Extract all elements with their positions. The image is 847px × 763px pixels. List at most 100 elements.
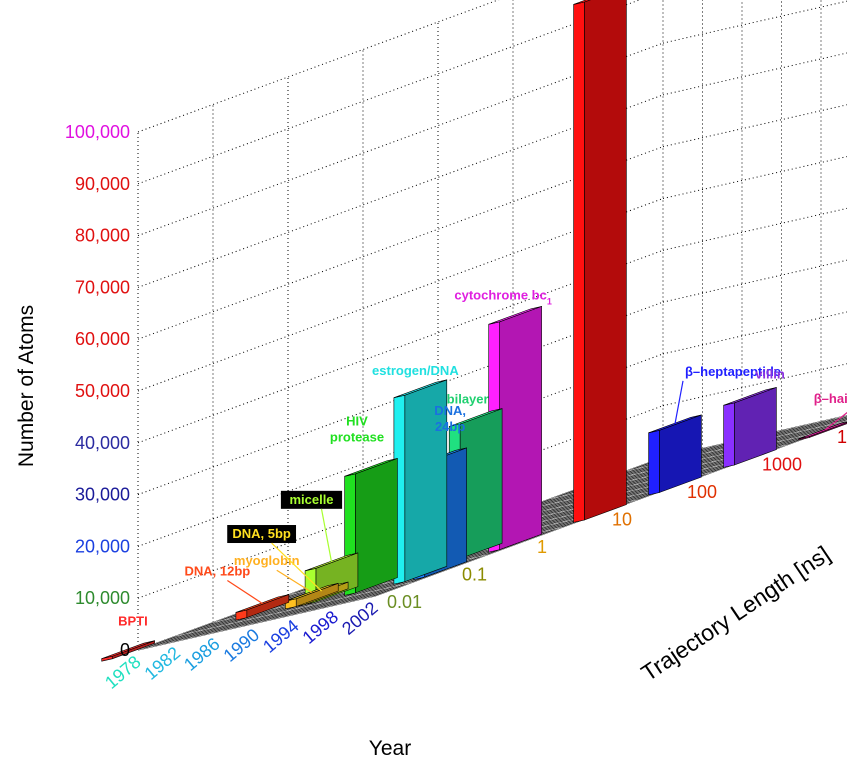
- x-tick-label: 1994: [259, 616, 303, 657]
- bar-side: [499, 305, 542, 551]
- label-leader: [824, 411, 847, 431]
- label-leader: [271, 542, 323, 592]
- z-tick-label: 10000: [837, 427, 847, 447]
- z-axis-label: Trajectory Length [ns]: [636, 541, 834, 686]
- bar-label-text: HIV: [346, 413, 368, 428]
- x-tick-label: 1998: [299, 607, 343, 648]
- bar-label-2: myoglobin: [234, 553, 313, 593]
- bar-label-13: β–hairpin: [814, 391, 847, 431]
- label-bg: [280, 490, 343, 509]
- label-leader: [674, 380, 684, 424]
- wall-gridline: [662, 311, 847, 355]
- z-tick-label: 1000: [762, 455, 802, 475]
- bar-top: [304, 552, 359, 572]
- y-tick-label: 100,000: [65, 122, 130, 142]
- bar-label-8: DNA,24bp: [434, 403, 466, 434]
- bar-top: [285, 583, 339, 602]
- y-tick-label: 30,000: [75, 485, 130, 505]
- bar-top: [449, 408, 503, 427]
- bar-myoglobin: [284, 582, 339, 610]
- tick-labels: 0 10,000 20,000 30,000 40,000 50,000 60,000 70,…: [65, 122, 847, 693]
- z-tick-label: 10: [612, 510, 632, 530]
- bars: [101, 0, 847, 662]
- z-tick-label: 100: [687, 482, 717, 502]
- bar-label-text: 24bp: [435, 419, 465, 434]
- bar-top: [573, 0, 591, 5]
- bar-label-4: micelle: [280, 490, 343, 562]
- bar-label-7: estrogen/DNA: [372, 363, 459, 378]
- wall-gridline: [662, 363, 847, 407]
- y-tick-label: 0: [120, 640, 130, 660]
- bar-bpti: [101, 640, 155, 662]
- x-tick-label: 2002: [338, 598, 382, 639]
- y-tick-label: 80,000: [75, 226, 130, 246]
- wall-gridline: [662, 104, 847, 148]
- wall-gridline: [662, 52, 847, 96]
- z-tick-label: 0.01: [387, 592, 422, 612]
- bar-top: [488, 306, 542, 325]
- bar-top: [344, 458, 398, 477]
- bar-label-text: myoglobin: [234, 553, 300, 568]
- bar-top: [648, 414, 702, 434]
- bar-aquaporin-glpf: [573, 0, 627, 523]
- bar-label-text: BPTI: [118, 614, 148, 629]
- bar-label-text: β–hairpin: [814, 391, 847, 406]
- wall-gridline: [662, 0, 847, 44]
- bar-label-3: DNA, 5bp: [227, 525, 323, 592]
- floor-gridline: [587, 430, 826, 486]
- bar-label-text: villin: [755, 366, 785, 381]
- bar-top: [101, 640, 155, 659]
- y-axis-label: Number of Atoms: [15, 305, 38, 467]
- bar-label-6: bilayer: [447, 392, 489, 407]
- bar-label-text: estrogen/DNA: [372, 363, 459, 378]
- floor-gridline: [662, 415, 847, 458]
- y-tick-label: 90,000: [75, 174, 130, 194]
- wall-gridline: [662, 259, 847, 303]
- bar-top: [723, 387, 777, 406]
- label-leader: [276, 569, 313, 593]
- bar-label-1: DNA, 12bp: [185, 563, 263, 604]
- floor-gridline: [137, 595, 376, 651]
- bar-front: [648, 429, 660, 496]
- bar-label-text: protease: [330, 429, 384, 444]
- bar-side: [584, 0, 627, 521]
- bar-label-text: bilayer: [447, 392, 489, 407]
- bar--heptapeptide: [648, 414, 702, 496]
- bar-label-12: villin: [755, 366, 785, 381]
- wall-gridline: [662, 207, 847, 251]
- y-tick-label: 20,000: [75, 536, 130, 556]
- x-axis-label: Year: [369, 737, 411, 760]
- bar-label-text: β–heptapeptide: [685, 364, 781, 379]
- bar-label-text: micelle: [289, 492, 333, 507]
- y-tick-label: 60,000: [75, 329, 130, 349]
- bar-label-text: cytochrome bc1: [454, 287, 552, 306]
- bar-label-9: cytochrome bc1: [454, 287, 552, 306]
- bar-side: [355, 457, 398, 594]
- bar-front: [573, 1, 585, 523]
- bar-villin: [723, 386, 777, 468]
- wall-gridline: [662, 156, 847, 199]
- x-tick-label: 1990: [220, 625, 264, 666]
- floor-gridline: [175, 582, 413, 637]
- y-tick-label: 70,000: [75, 277, 130, 297]
- label-bg: [227, 525, 297, 544]
- bar-estrogen-dna: [393, 379, 448, 585]
- bar-label-11: β–heptapeptide: [674, 364, 781, 424]
- y-tick-label: 50,000: [75, 381, 130, 401]
- z-tick-label: 0.1: [462, 565, 487, 585]
- x-tick-label: 1982: [141, 643, 185, 684]
- bar-label-text: DNA,: [434, 403, 466, 418]
- bar-label-text: DNA, 5bp: [232, 526, 291, 541]
- bar-label-0: BPTI: [118, 614, 148, 629]
- bar-top: [393, 379, 447, 398]
- label-leader: [320, 508, 333, 562]
- y-tick-label: 40,000: [75, 433, 130, 453]
- bar-front: [723, 402, 735, 468]
- z-tick-label: 1: [537, 537, 547, 557]
- y-tick-label: 10,000: [75, 588, 130, 608]
- floor-gridline: [512, 458, 751, 513]
- bar-label-text: DNA, 12bp: [185, 563, 251, 578]
